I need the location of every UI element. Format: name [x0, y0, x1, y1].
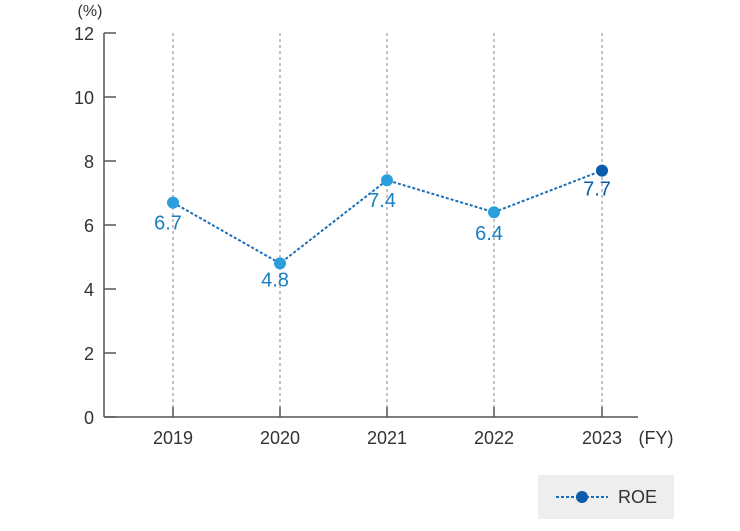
x-tick-label-2021: 2021 — [367, 428, 407, 448]
y-tick-label-8: 8 — [84, 152, 94, 172]
axes — [104, 33, 638, 417]
data-label-2020: 4.8 — [261, 269, 289, 291]
y-unit-label: (%) — [78, 3, 103, 20]
legend-roe-swatch — [552, 487, 612, 507]
x-ticks: 2019 2020 2021 2022 2023 — [153, 407, 622, 448]
roe-series — [167, 165, 608, 270]
y-tick-label-12: 12 — [74, 24, 94, 44]
data-labels: 6.7 4.8 7.4 6.4 7.7 — [154, 179, 611, 292]
roe-point-2022 — [488, 206, 500, 218]
x-tick-label-2019: 2019 — [153, 428, 193, 448]
data-label-2023: 7.7 — [583, 179, 611, 201]
data-label-2021: 7.4 — [368, 190, 396, 212]
x-tick-label-2020: 2020 — [260, 428, 300, 448]
roe-point-2019 — [167, 197, 179, 209]
x-tick-label-2023: 2023 — [582, 428, 622, 448]
legend: ROE — [538, 475, 674, 519]
y-tick-label-4: 4 — [84, 280, 94, 300]
x-tick-label-2022: 2022 — [474, 428, 514, 448]
roe-point-2020 — [274, 257, 286, 269]
roe-point-2023 — [596, 165, 608, 177]
vertical-grid-lines — [173, 33, 602, 417]
y-tick-label-10: 10 — [74, 88, 94, 108]
x-unit-label: (FY) — [639, 428, 674, 448]
y-tick-label-0: 0 — [84, 408, 94, 428]
y-ticks: 0 2 4 6 8 10 12 — [74, 24, 116, 428]
roe-point-2021 — [381, 174, 393, 186]
data-label-2022: 6.4 — [475, 223, 503, 245]
legend-roe-label: ROE — [618, 487, 657, 508]
data-label-2019: 6.7 — [154, 213, 182, 235]
y-tick-label-2: 2 — [84, 344, 94, 364]
y-tick-label-6: 6 — [84, 216, 94, 236]
